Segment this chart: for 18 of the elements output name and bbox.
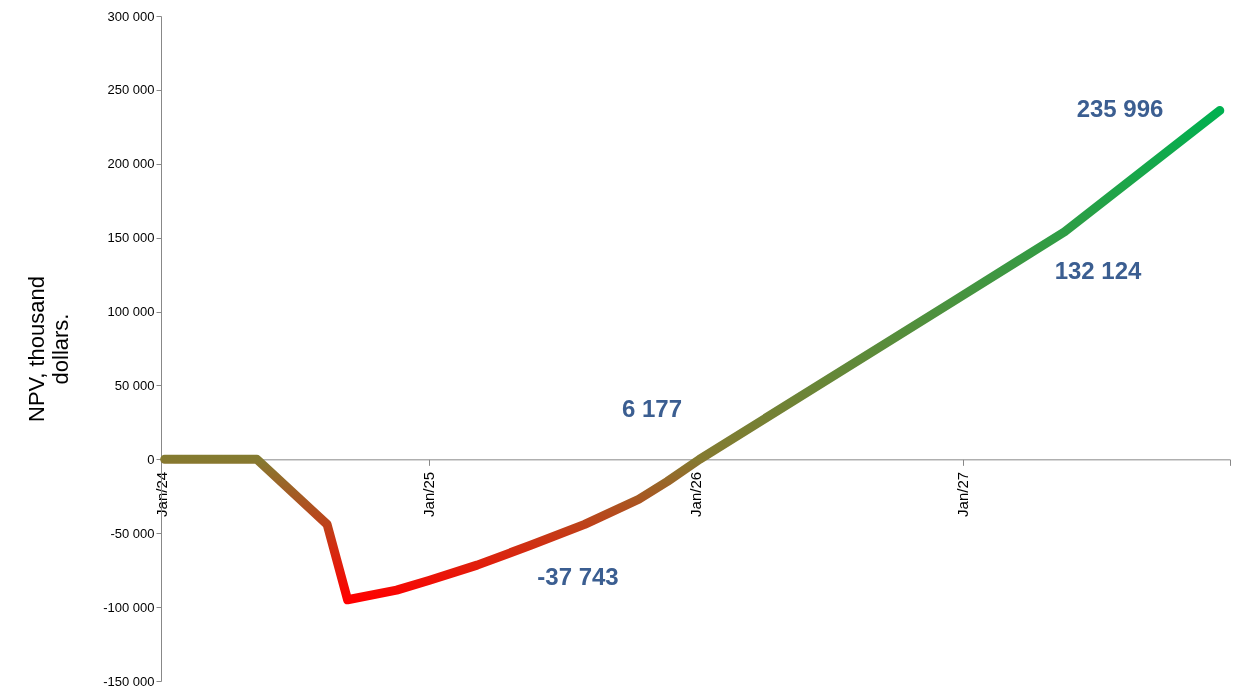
y-tick-label: 0 [147,451,155,467]
x-tick-label: Jan/25 [420,471,438,517]
x-tick-label: Jan/27 [954,471,972,517]
y-tick-label: 50 000 [114,377,155,393]
annotation: -37 743 [537,563,619,590]
y-tick-label: 300 000 [107,8,155,24]
y-axis-title: NPV, thousand dollars. [24,276,74,422]
annotation: 132 124 [1054,257,1143,284]
x-tick-label: Jan/26 [687,471,705,517]
y-tick-label: 250 000 [107,82,155,98]
y-tick-label: 150 000 [107,230,155,246]
y-tick-label: 200 000 [107,156,155,172]
y-tick-label: -100 000 [103,599,155,615]
annotation: 6 177 [621,395,683,422]
y-tick-label: -150 000 [103,673,155,689]
y-tick-label: 100 000 [107,304,155,320]
annotation: 235 996 [1076,95,1164,122]
y-tick-label: -50 000 [110,525,155,541]
